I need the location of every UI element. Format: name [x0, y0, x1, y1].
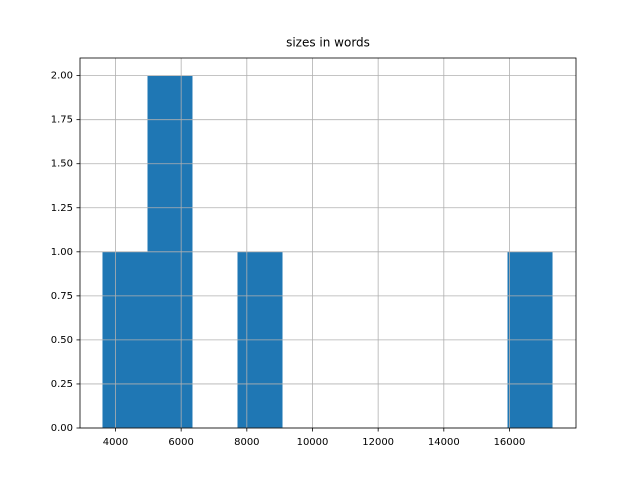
plot-frame	[79, 57, 577, 429]
y-tick-label: 0.25	[51, 379, 73, 390]
x-tick-label: 16000	[494, 437, 526, 448]
x-tick-label: 8000	[234, 437, 259, 448]
y-tick-label: 1.50	[51, 159, 73, 170]
x-tick-label: 4000	[103, 437, 128, 448]
y-tick-label: 0.50	[51, 335, 73, 346]
y-tick-label: 0.00	[51, 423, 73, 434]
chart-title: sizes in words	[286, 36, 370, 50]
y-tick-label: 2.00	[51, 71, 73, 82]
y-tick-label: 0.75	[51, 291, 73, 302]
x-tick-label: 14000	[428, 437, 460, 448]
x-tick-label: 6000	[168, 437, 193, 448]
y-tick-label: 1.00	[51, 247, 73, 258]
y-tick-label: 1.25	[51, 203, 73, 214]
y-tick-label: 1.75	[51, 115, 73, 126]
x-tick-label: 12000	[362, 437, 394, 448]
x-tick-label: 10000	[297, 437, 329, 448]
